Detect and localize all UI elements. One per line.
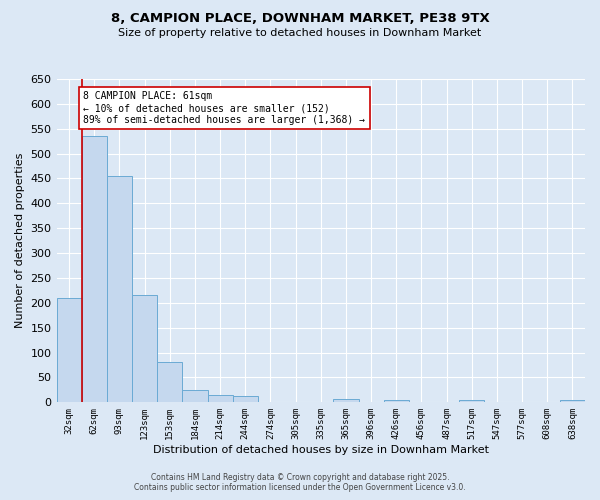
Bar [383,400,409,402]
Bar [157,362,182,403]
Y-axis label: Number of detached properties: Number of detached properties [15,153,25,328]
Text: 8 CAMPION PLACE: 61sqm
← 10% of detached houses are smaller (152)
89% of semi-de: 8 CAMPION PLACE: 61sqm ← 10% of detached… [83,92,365,124]
Bar [459,400,484,402]
Bar [208,395,233,402]
Bar [334,399,359,402]
Text: 8, CAMPION PLACE, DOWNHAM MARKET, PE38 9TX: 8, CAMPION PLACE, DOWNHAM MARKET, PE38 9… [110,12,490,26]
Bar [182,390,208,402]
Bar [56,298,82,403]
Bar [132,296,157,403]
Bar [107,176,132,402]
Text: Size of property relative to detached houses in Downham Market: Size of property relative to detached ho… [118,28,482,38]
Bar [233,396,258,402]
X-axis label: Distribution of detached houses by size in Downham Market: Distribution of detached houses by size … [153,445,489,455]
Bar [560,400,585,402]
Bar [82,136,107,402]
Text: Contains HM Land Registry data © Crown copyright and database right 2025.
Contai: Contains HM Land Registry data © Crown c… [134,473,466,492]
